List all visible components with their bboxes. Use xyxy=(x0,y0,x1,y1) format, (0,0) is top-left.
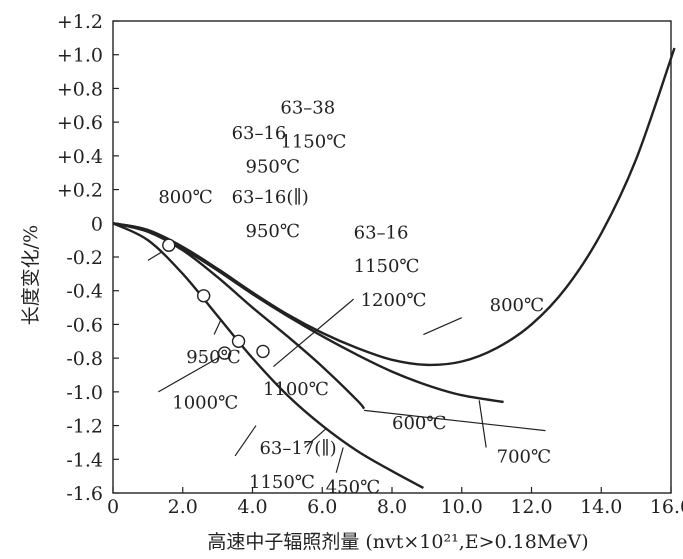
y-axis-label: 长度变化/% xyxy=(20,225,42,325)
annotation-label: 700℃ xyxy=(497,447,552,468)
data-point xyxy=(196,289,211,303)
y-tick-label: +1.2 xyxy=(57,11,103,33)
y-tick-label: -1.2 xyxy=(66,416,103,438)
x-axis-label: 高速中子辐照剂量 (nvt×10²¹,E>0.18MeV) xyxy=(207,531,588,553)
x-tick-label: 4.0 xyxy=(237,496,267,518)
annotation-label: 1150℃ xyxy=(249,472,315,493)
leader-line xyxy=(364,409,546,432)
annotation-label: 63–17(∥) xyxy=(259,438,336,459)
series-line-450c xyxy=(112,222,424,490)
x-tick-label: 14.0 xyxy=(580,496,622,518)
y-tick-label: -0.2 xyxy=(66,247,103,269)
data-point xyxy=(162,238,176,252)
leader-line xyxy=(335,447,344,473)
annotation-label: 1200℃ xyxy=(361,290,427,311)
y-tick-label: +0.6 xyxy=(57,112,103,134)
leader-line xyxy=(304,428,327,448)
annotation-label: 63–38 xyxy=(280,98,335,119)
y-tick-label: +0.4 xyxy=(57,146,103,168)
y-tick-label: -1.0 xyxy=(66,382,103,404)
x-tick-label: 2.0 xyxy=(168,496,198,518)
x-tick-label: 10.0 xyxy=(441,496,483,518)
leader-line xyxy=(213,319,222,335)
x-tick-label: 12.0 xyxy=(510,496,552,518)
annotation-label: 1150℃ xyxy=(354,256,420,277)
annotation-label: 1100℃ xyxy=(263,379,329,400)
series-line-700c xyxy=(112,222,504,404)
y-tick-label: +0.2 xyxy=(57,180,103,202)
leader-line xyxy=(478,400,487,448)
y-tick-label: -1.6 xyxy=(66,483,103,505)
data-point xyxy=(231,334,246,348)
annotation-label: 63–16(∥) xyxy=(232,187,309,208)
x-tick-label: 8.0 xyxy=(377,496,407,518)
y-tick-label: -0.6 xyxy=(66,314,103,336)
leader-line xyxy=(234,425,257,457)
annotation-label: 1150℃ xyxy=(280,131,346,152)
y-tick-label: -0.8 xyxy=(66,348,103,370)
series-line-600c xyxy=(112,222,366,410)
series-line-800c xyxy=(112,47,676,367)
annotation-label: 800℃ xyxy=(158,187,213,208)
annotation-label: 63–16 xyxy=(354,222,409,243)
annotation-label: 950℃ xyxy=(186,347,241,368)
annotation-label: 450℃ xyxy=(326,477,381,498)
y-tick-label: -1.4 xyxy=(66,449,103,471)
series-group xyxy=(112,47,676,490)
annotation-label: 950℃ xyxy=(246,157,301,178)
annotation-label: 800℃ xyxy=(490,295,545,316)
annotation-label: 1000℃ xyxy=(172,393,238,414)
leader-line xyxy=(158,357,218,393)
data-points xyxy=(162,238,270,360)
y-tick-label: 0 xyxy=(91,213,103,235)
x-tick-label: 6.0 xyxy=(307,496,337,518)
x-tick-label: 16.0 xyxy=(650,496,683,518)
annotation-label: 600℃ xyxy=(392,413,447,434)
x-tick-label: 0 xyxy=(107,496,119,518)
axes: 0 2.0 4.0 6.0 8.0 10.0 12.0 14.0 16.0 +1.2 +1.0 +0.… xyxy=(57,11,683,518)
leader-line xyxy=(147,251,163,261)
data-point xyxy=(217,346,232,360)
y-tick-label: +0.8 xyxy=(57,78,103,100)
annotations: 63–381150℃63–16950℃63–16(∥)950℃800℃63–16… xyxy=(158,98,551,498)
leader-line xyxy=(273,298,355,368)
y-tick-label: -0.4 xyxy=(66,281,103,303)
data-point xyxy=(256,344,270,359)
y-tick-label: +1.0 xyxy=(57,45,103,67)
annotation-label: 950℃ xyxy=(246,221,301,242)
leader-line xyxy=(423,317,462,336)
annotation-label: 63–16 xyxy=(232,123,287,144)
